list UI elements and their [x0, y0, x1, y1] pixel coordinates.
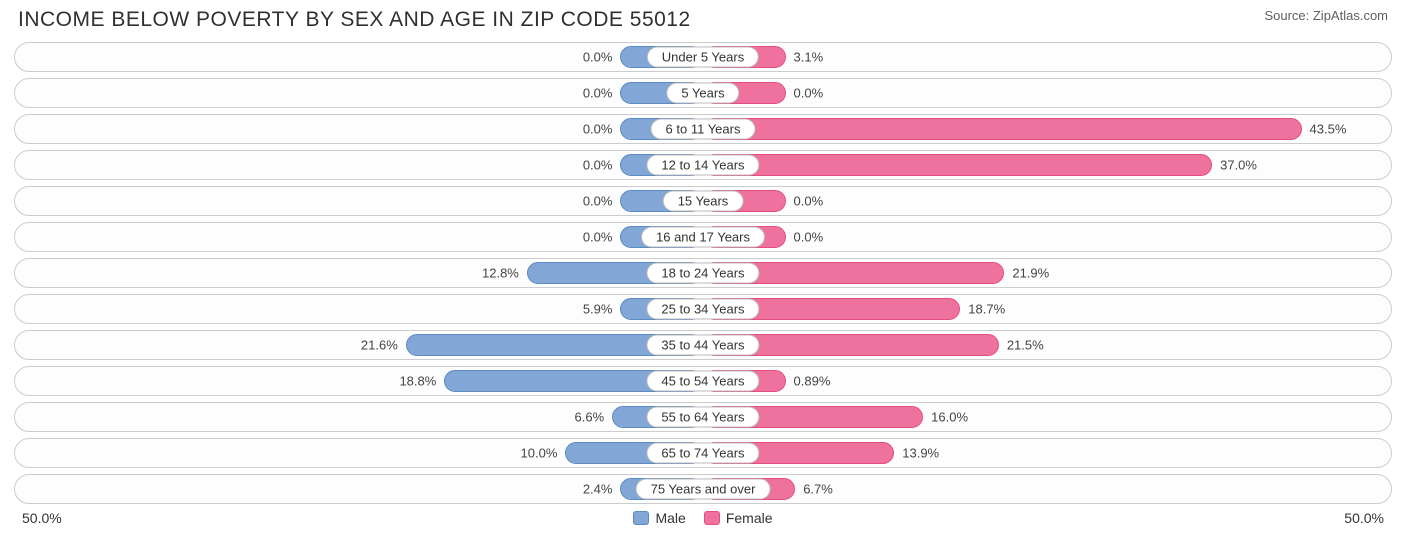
female-value: 3.1%	[794, 50, 824, 65]
axis-right-max: 50.0%	[1344, 510, 1384, 526]
chart-row: 0.0% 0.0% 16 and 17 Years	[14, 222, 1392, 252]
legend-female: Female	[704, 510, 773, 526]
chart-row: 0.0% 43.5% 6 to 11 Years	[14, 114, 1392, 144]
female-value: 18.7%	[968, 302, 1005, 317]
chart-row: 12.8% 21.9% 18 to 24 Years	[14, 258, 1392, 288]
male-value: 5.9%	[583, 302, 613, 317]
swatch-male	[633, 511, 649, 525]
female-value: 0.0%	[794, 194, 824, 209]
female-bar	[703, 118, 1302, 140]
female-value: 16.0%	[931, 410, 968, 425]
age-label: 65 to 74 Years	[646, 443, 759, 464]
age-label: Under 5 Years	[647, 47, 759, 68]
male-value: 12.8%	[482, 266, 519, 281]
male-value: 0.0%	[583, 50, 613, 65]
chart-row: 18.8% 0.89% 45 to 54 Years	[14, 366, 1392, 396]
male-value: 2.4%	[583, 482, 613, 497]
male-value: 0.0%	[583, 86, 613, 101]
chart-header: INCOME BELOW POVERTY BY SEX AND AGE IN Z…	[0, 0, 1406, 36]
age-label: 15 Years	[663, 191, 744, 212]
age-label: 25 to 34 Years	[646, 299, 759, 320]
age-label: 45 to 54 Years	[646, 371, 759, 392]
swatch-female	[704, 511, 720, 525]
female-value: 0.0%	[794, 230, 824, 245]
female-value: 37.0%	[1220, 158, 1257, 173]
chart-source: Source: ZipAtlas.com	[1264, 8, 1388, 23]
age-label: 55 to 64 Years	[646, 407, 759, 428]
age-label: 16 and 17 Years	[641, 227, 765, 248]
male-value: 6.6%	[575, 410, 605, 425]
chart-row: 6.6% 16.0% 55 to 64 Years	[14, 402, 1392, 432]
female-value: 21.5%	[1007, 338, 1044, 353]
female-bar	[703, 154, 1212, 176]
male-value: 10.0%	[521, 446, 558, 461]
legend: Male Female	[633, 510, 772, 526]
chart-row: 0.0% 37.0% 12 to 14 Years	[14, 150, 1392, 180]
legend-female-label: Female	[726, 510, 773, 526]
age-label: 75 Years and over	[636, 479, 771, 500]
female-value: 21.9%	[1012, 266, 1049, 281]
age-label: 12 to 14 Years	[646, 155, 759, 176]
chart-row: 10.0% 13.9% 65 to 74 Years	[14, 438, 1392, 468]
male-value: 18.8%	[399, 374, 436, 389]
female-value: 13.9%	[902, 446, 939, 461]
chart-row: 0.0% 0.0% 5 Years	[14, 78, 1392, 108]
age-label: 5 Years	[666, 83, 739, 104]
age-label: 6 to 11 Years	[651, 119, 756, 140]
age-label: 18 to 24 Years	[646, 263, 759, 284]
chart-footer: 50.0% Male Female 50.0%	[0, 510, 1406, 526]
female-value: 6.7%	[803, 482, 833, 497]
chart-row: 0.0% 3.1% Under 5 Years	[14, 42, 1392, 72]
male-value: 21.6%	[361, 338, 398, 353]
age-label: 35 to 44 Years	[646, 335, 759, 356]
legend-male: Male	[633, 510, 685, 526]
female-value: 0.0%	[794, 86, 824, 101]
male-value: 0.0%	[583, 194, 613, 209]
female-value: 43.5%	[1310, 122, 1347, 137]
chart-row: 21.6% 21.5% 35 to 44 Years	[14, 330, 1392, 360]
male-value: 0.0%	[583, 122, 613, 137]
male-value: 0.0%	[583, 230, 613, 245]
female-value: 0.89%	[794, 374, 831, 389]
chart-row: 2.4% 6.7% 75 Years and over	[14, 474, 1392, 504]
legend-male-label: Male	[655, 510, 685, 526]
male-value: 0.0%	[583, 158, 613, 173]
chart-row: 5.9% 18.7% 25 to 34 Years	[14, 294, 1392, 324]
axis-left-max: 50.0%	[22, 510, 62, 526]
chart-area: 0.0%3.1%Under 5 Years0.0%0.0%5 Years0.0%…	[0, 36, 1406, 504]
chart-row: 0.0% 0.0% 15 Years	[14, 186, 1392, 216]
chart-title: INCOME BELOW POVERTY BY SEX AND AGE IN Z…	[18, 8, 691, 32]
